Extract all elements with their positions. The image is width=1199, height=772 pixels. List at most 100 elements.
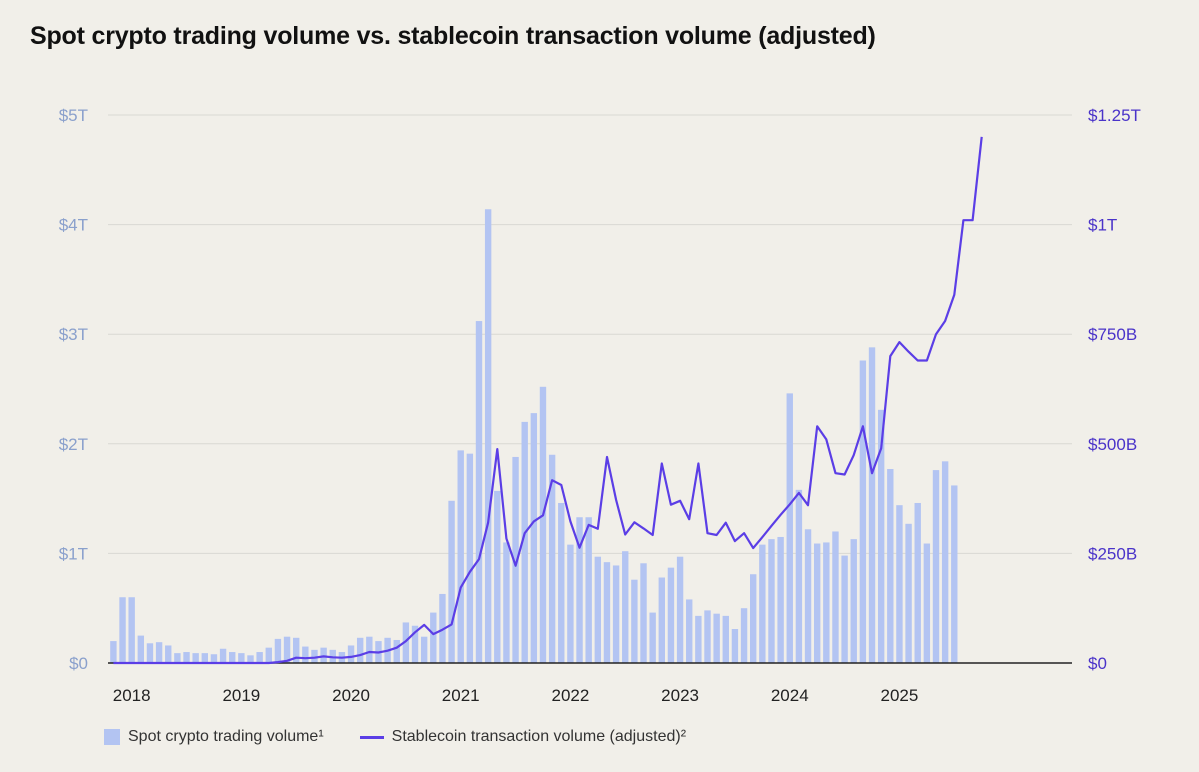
- bar: [174, 653, 181, 663]
- bar: [128, 597, 135, 663]
- bar: [484, 209, 492, 664]
- bar: [165, 645, 172, 663]
- bar: [823, 542, 830, 663]
- bar: [137, 635, 145, 663]
- bar: [612, 565, 620, 663]
- x-tick-label: 2019: [222, 686, 260, 705]
- bar: [631, 579, 638, 663]
- bar: [887, 469, 894, 663]
- bar: [649, 612, 656, 663]
- bar: [238, 653, 245, 663]
- bar: [192, 653, 199, 663]
- bar: [585, 517, 592, 663]
- x-tick-label: 2024: [771, 686, 809, 705]
- bar: [923, 543, 931, 663]
- bar: [183, 652, 190, 663]
- bar: [868, 347, 876, 663]
- legend: Spot crypto trading volume¹ Stablecoin t…: [104, 728, 722, 746]
- bar: [219, 648, 227, 663]
- bar: [951, 485, 958, 663]
- bar: [530, 413, 538, 663]
- bar: [475, 321, 483, 663]
- bar: [622, 551, 629, 663]
- bar: [813, 543, 821, 663]
- y-left-tick-label: $0: [69, 654, 88, 673]
- x-tick-label: 2025: [881, 686, 919, 705]
- bar: [695, 615, 702, 663]
- bar: [686, 599, 693, 663]
- x-tick-label: 2023: [661, 686, 699, 705]
- y-left-tick-label: $5T: [59, 106, 88, 125]
- bar: [558, 502, 565, 663]
- x-tick-label: 2020: [332, 686, 370, 705]
- y-right-tick-label: $750B: [1088, 325, 1137, 344]
- bar: [274, 638, 282, 663]
- bar: [676, 556, 684, 663]
- y-right-tick-label: $1T: [1088, 216, 1117, 235]
- bar: [905, 523, 912, 663]
- bar: [457, 450, 464, 663]
- bar: [786, 393, 793, 663]
- bar: [356, 637, 364, 663]
- bar: [804, 529, 812, 663]
- bar: [731, 629, 739, 663]
- bar: [302, 646, 309, 663]
- bar: [119, 597, 126, 663]
- bar: [850, 539, 857, 663]
- bar: [521, 421, 528, 663]
- bar: [503, 542, 510, 663]
- bar: [393, 639, 400, 663]
- bar: [640, 563, 647, 663]
- bar: [466, 453, 474, 663]
- bar: [512, 456, 519, 663]
- bar: [448, 500, 455, 663]
- bar: [110, 641, 117, 663]
- bar: [155, 642, 163, 663]
- bar: [548, 454, 556, 663]
- y-right-tick-label: $0: [1088, 654, 1107, 673]
- bar: [704, 610, 711, 663]
- legend-swatch-line: [359, 735, 384, 739]
- bar: [283, 636, 291, 663]
- bar: [146, 643, 154, 663]
- bar: [896, 505, 903, 663]
- bar: [411, 625, 419, 663]
- y-left-tick-label: $4T: [59, 216, 88, 235]
- bar: [256, 652, 263, 663]
- bar: [941, 461, 949, 663]
- bar: [402, 622, 410, 663]
- bar: [594, 556, 602, 663]
- y-right-tick-label: $250B: [1088, 544, 1137, 563]
- bar: [750, 574, 757, 663]
- legend-label-stablecoin: Stablecoin transaction volume (adjusted)…: [391, 728, 687, 745]
- bar: [777, 536, 784, 663]
- bar: [667, 567, 675, 663]
- bar: [859, 360, 867, 663]
- bar: [347, 645, 355, 663]
- y-right-tick-label: $500B: [1088, 435, 1137, 454]
- bar: [420, 636, 428, 663]
- bar: [795, 489, 803, 663]
- x-tick-label: 2021: [442, 686, 480, 705]
- bar: [567, 544, 574, 663]
- y-right-tick-label: $1.25T: [1088, 106, 1141, 125]
- bar: [293, 637, 300, 663]
- bar: [832, 531, 839, 663]
- legend-item-spot: Spot crypto trading volume¹: [104, 728, 324, 746]
- bar: [366, 636, 373, 663]
- bar: [658, 577, 665, 663]
- legend-swatch-bar: [104, 729, 120, 745]
- chart-title: Spot crypto trading volume vs. stablecoi…: [30, 22, 876, 50]
- bar: [740, 608, 748, 663]
- y-left-tick-label: $3T: [59, 325, 88, 344]
- x-tick-label: 2018: [113, 686, 151, 705]
- bar: [210, 654, 218, 663]
- bar: [229, 652, 236, 663]
- bar: [932, 470, 940, 663]
- y-left-tick-label: $1T: [59, 544, 88, 563]
- bar: [914, 502, 921, 663]
- bar: [265, 647, 272, 663]
- bar: [430, 612, 437, 663]
- bar: [539, 386, 547, 663]
